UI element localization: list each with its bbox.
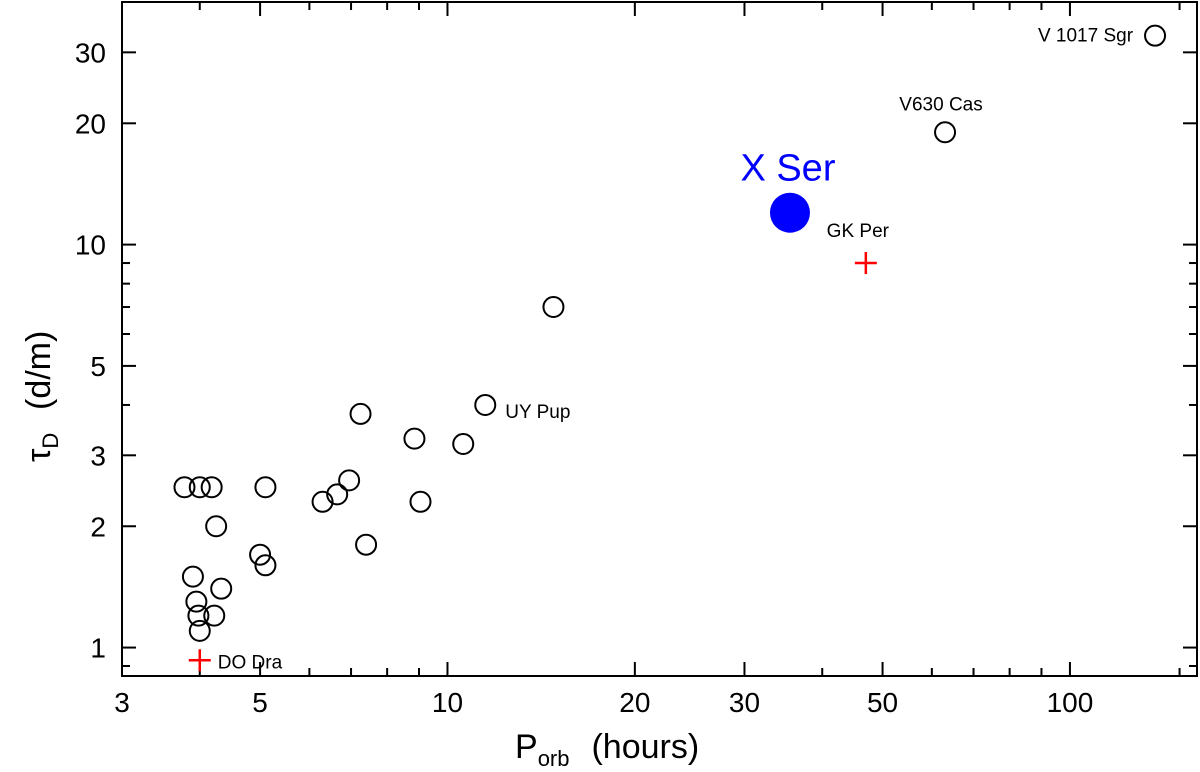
data-point-open — [403, 427, 426, 450]
data-point-open — [254, 476, 277, 499]
x-axis-title: Porb (hours) — [515, 728, 699, 771]
data-point-open — [249, 543, 272, 566]
y-tick-label: 5 — [90, 351, 106, 382]
data-point-open — [187, 604, 210, 627]
x-axis-title-sub: orb — [538, 746, 570, 771]
x-tick-label: 5 — [252, 687, 268, 718]
data-point-open — [181, 565, 204, 588]
x-tick-label: 20 — [619, 687, 650, 718]
data-point-open — [409, 490, 432, 513]
data-point-open — [200, 476, 223, 499]
data-points — [173, 24, 1167, 672]
data-point-open — [188, 619, 211, 642]
data-point-open — [311, 490, 334, 513]
annotation-label: X Ser — [740, 148, 835, 190]
data-point-open — [185, 590, 208, 613]
y-axis-title-units: (d/m) — [20, 331, 58, 410]
y-tick-label: 30 — [75, 37, 106, 68]
data-point-open — [349, 402, 372, 425]
y-tick-label: 2 — [90, 511, 106, 542]
annotation-label: UY Pup — [505, 402, 570, 423]
annotation-label: V 1017 Sgr — [1038, 26, 1134, 47]
data-point-open — [326, 483, 349, 506]
x-tick-label: 30 — [729, 687, 760, 718]
data-point-open — [254, 554, 277, 577]
y-axis-title: (d/m) — [20, 331, 58, 410]
annotation-label: DO Dra — [218, 652, 283, 673]
data-point-open — [173, 476, 196, 499]
y-axis-title-main: τ — [20, 448, 58, 462]
data-point-open — [452, 433, 475, 456]
data-point-x-ser — [769, 192, 810, 233]
x-tick-label: 10 — [432, 687, 463, 718]
plot-frame — [121, 1, 1198, 677]
x-axis-title-main: P — [515, 728, 538, 766]
data-point-open — [205, 515, 228, 538]
y-tick-label: 10 — [75, 230, 106, 261]
annotation-label: GK Per — [827, 221, 890, 242]
annotation-label: V630 Cas — [899, 94, 982, 115]
axis-tick-labels: 3 5 10 20 30 50 100 1 2 3 5 10 20 30 — [75, 37, 1093, 718]
y-tick-label: 1 — [90, 633, 106, 664]
y-tick-label: 3 — [90, 440, 106, 471]
data-point-open — [934, 121, 957, 144]
data-point-open — [203, 604, 226, 627]
data-point-open — [355, 533, 378, 556]
x-tick-label: 100 — [1047, 687, 1094, 718]
data-point-open — [210, 577, 233, 600]
data-point-open — [188, 476, 211, 499]
data-point-open — [542, 296, 565, 319]
axis-ticks — [121, 2, 1197, 676]
x-axis-title-units: (hours) — [591, 728, 699, 766]
data-point-open — [474, 393, 497, 416]
y-axis-title-sub: D — [38, 433, 63, 449]
x-tick-label: 3 — [114, 687, 130, 718]
data-point-open — [338, 469, 361, 492]
y-tick-label: 20 — [75, 108, 106, 139]
data-point-open — [1144, 24, 1167, 47]
annotations: V 1017 Sgr V630 Cas X Ser GK Per UY Pup DO Dr… — [218, 26, 1134, 674]
x-tick-label: 50 — [867, 687, 898, 718]
y-axis-symbol: τD — [20, 433, 63, 462]
